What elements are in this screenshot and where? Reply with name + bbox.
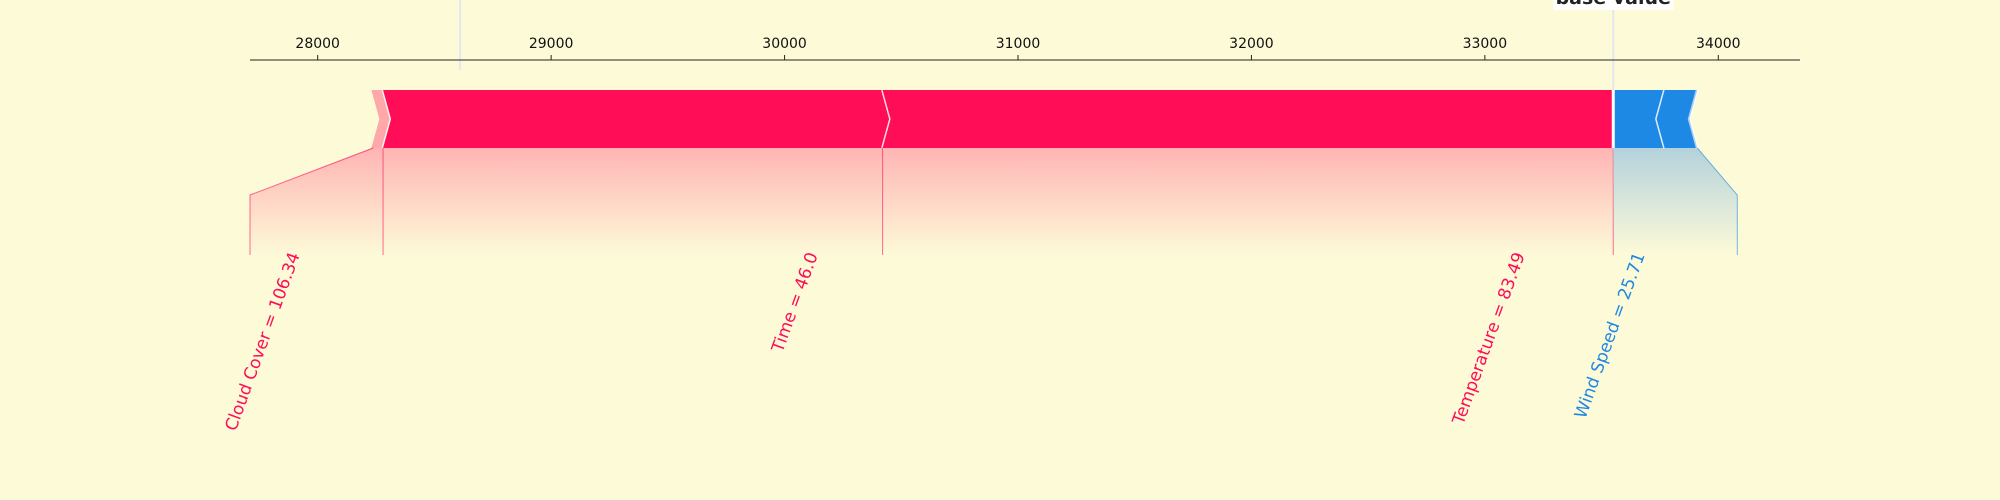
force-bar (371, 89, 1699, 149)
negative-segment (1656, 90, 1698, 148)
feature-labels: Cloud Cover = 106.34 Time = 46.0 Temperatu… (222, 250, 1650, 434)
x-axis: 28000 29000 30000 31000 32000 33000 34000 (250, 36, 1800, 61)
negative-segment (1613, 90, 1665, 148)
x-tick-label: 32000 (1229, 36, 1274, 52)
base-value-label: base value (1556, 0, 1671, 9)
negative-divider (1687, 89, 1699, 149)
x-tick-label: 31000 (996, 36, 1041, 52)
positive-fan-edge (249, 147, 374, 255)
x-tick-label: 34000 (1696, 36, 1741, 52)
negative-fan-region (1613, 148, 1738, 255)
base-value-label-bg (1553, 0, 1674, 10)
positive-segment (383, 90, 891, 148)
negative-fan-edge (1696, 147, 1738, 255)
feature-label: Time = 46.0 (768, 250, 823, 356)
positive-segment (882, 90, 1614, 148)
x-tick-label: 30000 (762, 36, 807, 52)
label-connectors (249, 147, 1738, 255)
x-tick-label: 33000 (1463, 36, 1508, 52)
positive-fan-region (250, 148, 1614, 255)
feature-label: Temperature = 83.49 (1449, 250, 1530, 428)
x-tick-label: 28000 (295, 36, 340, 52)
feature-label: Wind Speed = 25.71 (1571, 250, 1650, 421)
base-value-layer (459, 0, 1615, 90)
output-marker: base value (1553, 0, 1674, 10)
x-tick-label: 29000 (529, 36, 574, 52)
feature-label: Cloud Cover = 106.34 (222, 250, 305, 434)
